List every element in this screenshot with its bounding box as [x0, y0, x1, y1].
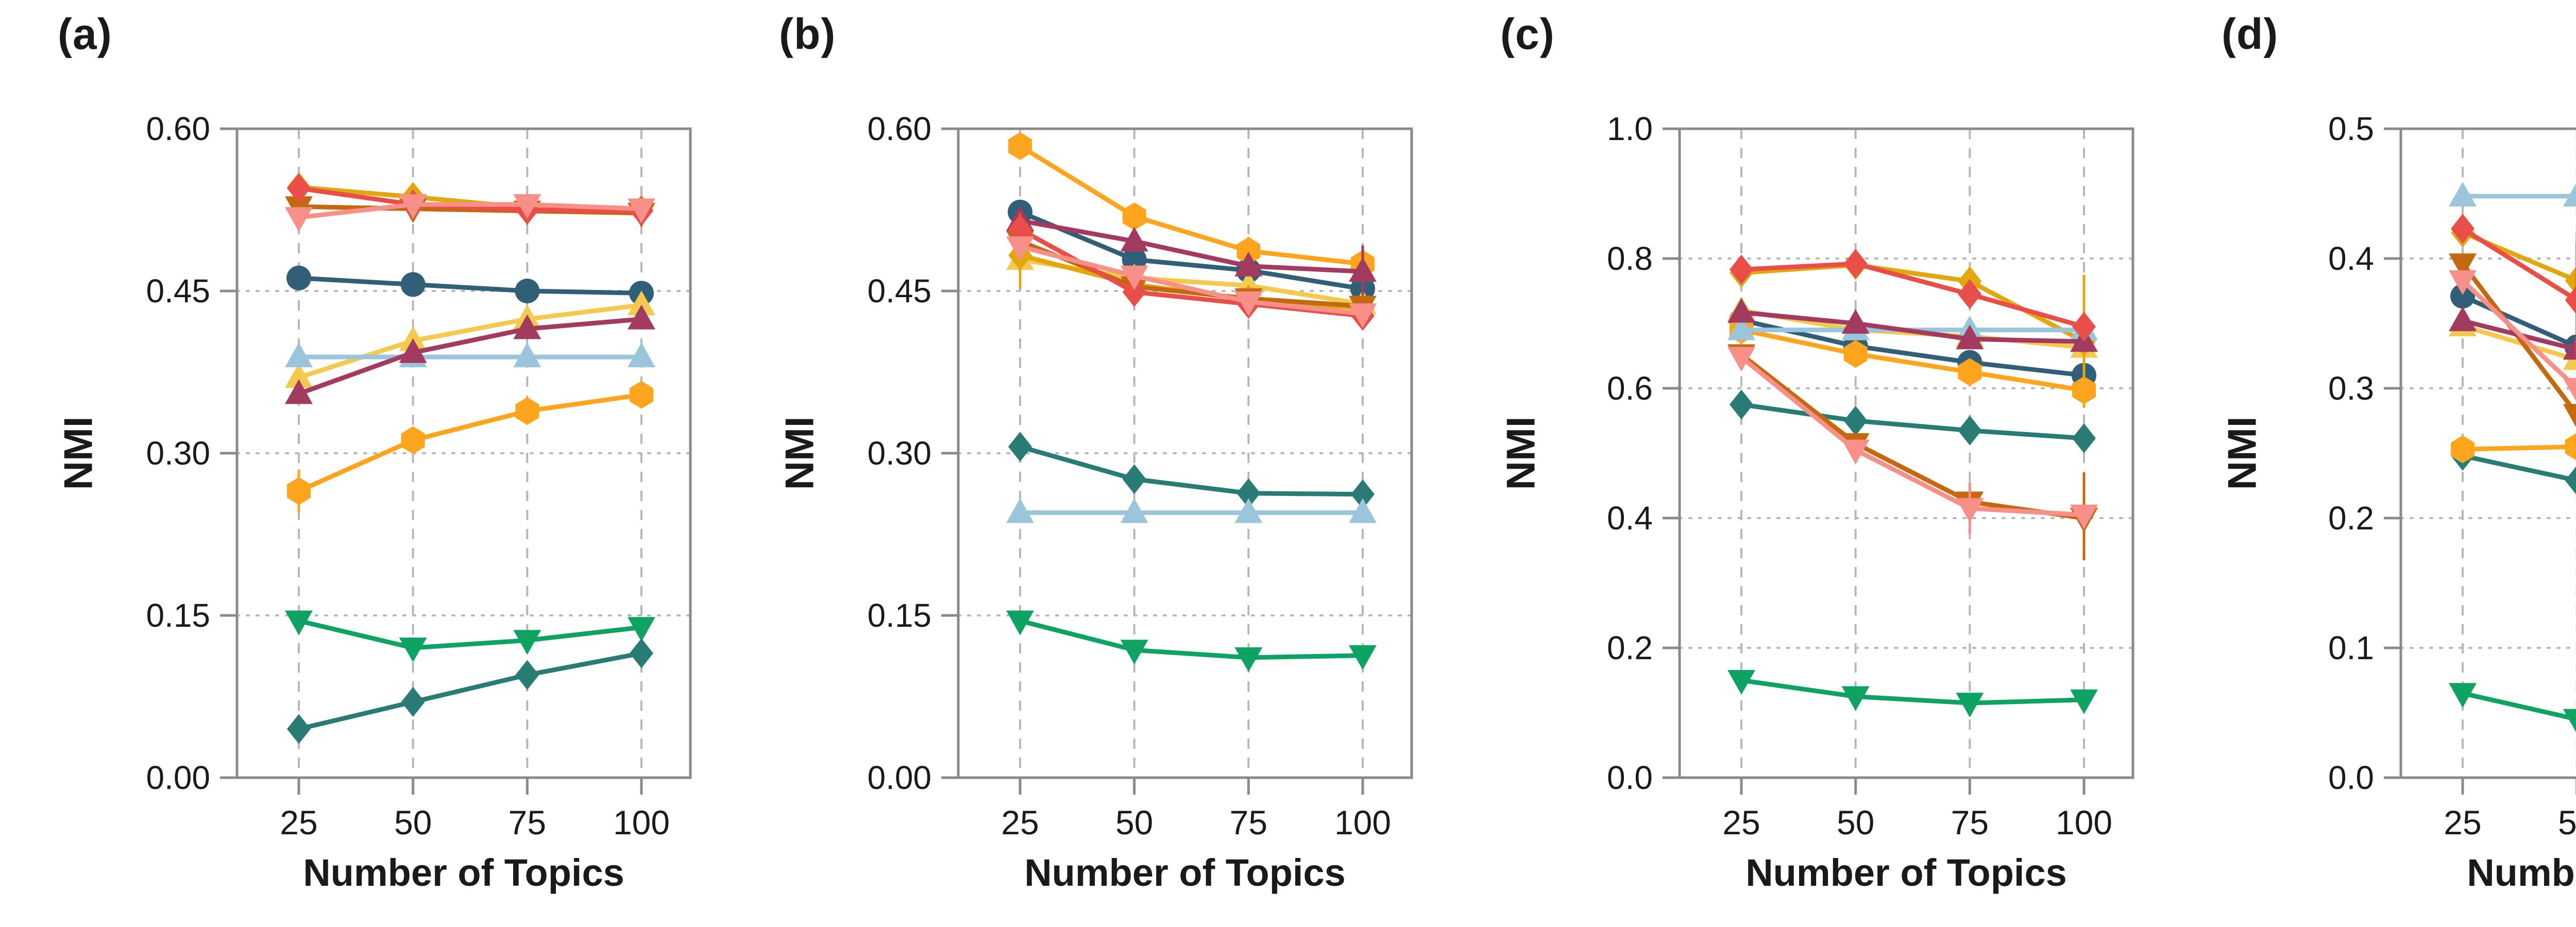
svg-text:100: 100: [613, 803, 670, 842]
svg-text:100: 100: [2056, 803, 2112, 842]
svg-text:0.1: 0.1: [2328, 629, 2374, 666]
panel-c-chart-canvas: 0.0 0.2 0.4 0.6 0.8 1.0 25 50 75 100: [1607, 110, 2134, 842]
panel-b-x-axis-title: Number of Topics: [1024, 851, 1346, 894]
svg-text:0.4: 0.4: [2328, 240, 2374, 277]
svg-text:50: 50: [394, 803, 432, 842]
panel-c-x-axis-title: Number of Topics: [1745, 851, 2067, 894]
svg-text:0.15: 0.15: [867, 597, 931, 634]
svg-text:0.30: 0.30: [867, 435, 931, 472]
svg-text:0.2: 0.2: [1607, 629, 1653, 666]
panel-d-label: (d): [2222, 10, 2279, 58]
panel-b: (b) NMI 0.00 0.15 0.30 0.45 0.60 25 50 75 100 Nu…: [721, 0, 1443, 927]
panel-a: (a) NMI 0.00 0.15 0.30 0.45 0.60 25 50 75 100 Nu…: [0, 0, 721, 927]
svg-text:0.00: 0.00: [867, 759, 931, 796]
panel-c: (c) NMI 0.0 0.2 0.4 0.6 0.8 1.0 25 50 75 100 Numb…: [1443, 0, 2164, 927]
svg-text:0.60: 0.60: [867, 110, 931, 147]
svg-text:0.6: 0.6: [1607, 370, 1653, 407]
panel-a-chart-canvas: 0.00 0.15 0.30 0.45 0.60 25 50 75 100: [146, 110, 692, 842]
svg-text:0.8: 0.8: [1607, 240, 1653, 277]
svg-text:25: 25: [1001, 803, 1039, 842]
panel-d: (d) NMI 0.00.10.20.30.40.5255075100 Numb…: [2164, 0, 2576, 927]
svg-text:75: 75: [1951, 803, 1989, 842]
svg-text:25: 25: [1722, 803, 1760, 842]
panel-a-label: (a): [58, 10, 112, 58]
panel-b-chart-canvas: 0.00 0.15 0.30 0.45 0.60 25 50 75 100: [867, 110, 1413, 842]
panel-c-label: (c): [1500, 10, 1555, 58]
svg-text:100: 100: [1334, 803, 1391, 842]
svg-text:0.00: 0.00: [146, 759, 210, 796]
svg-text:50: 50: [2558, 803, 2576, 842]
svg-text:0.60: 0.60: [146, 110, 210, 147]
svg-text:1.0: 1.0: [1607, 110, 1653, 147]
svg-text:50: 50: [1115, 803, 1153, 842]
panel-d-chart-canvas: 0.00.10.20.30.40.5255075100: [2328, 110, 2576, 842]
svg-text:0.5: 0.5: [2328, 110, 2374, 147]
panel-b-label: (b): [779, 10, 836, 58]
svg-text:0.15: 0.15: [146, 597, 210, 634]
panel-d-x-axis-title: Number of Topics: [2467, 851, 2576, 894]
svg-text:50: 50: [1837, 803, 1874, 842]
svg-text:0.45: 0.45: [146, 272, 210, 310]
panel-a-x-axis-title: Number of Topics: [303, 851, 624, 894]
svg-text:0.0: 0.0: [2328, 759, 2374, 796]
svg-text:0.0: 0.0: [1607, 759, 1653, 796]
svg-text:25: 25: [280, 803, 317, 842]
svg-text:25: 25: [2444, 803, 2481, 842]
svg-text:75: 75: [509, 803, 546, 842]
svg-text:75: 75: [1230, 803, 1267, 842]
svg-text:0.30: 0.30: [146, 435, 210, 472]
svg-text:0.4: 0.4: [1607, 500, 1653, 537]
svg-text:0.3: 0.3: [2328, 370, 2374, 407]
svg-text:0.2: 0.2: [2328, 500, 2374, 537]
svg-text:0.45: 0.45: [867, 272, 931, 310]
